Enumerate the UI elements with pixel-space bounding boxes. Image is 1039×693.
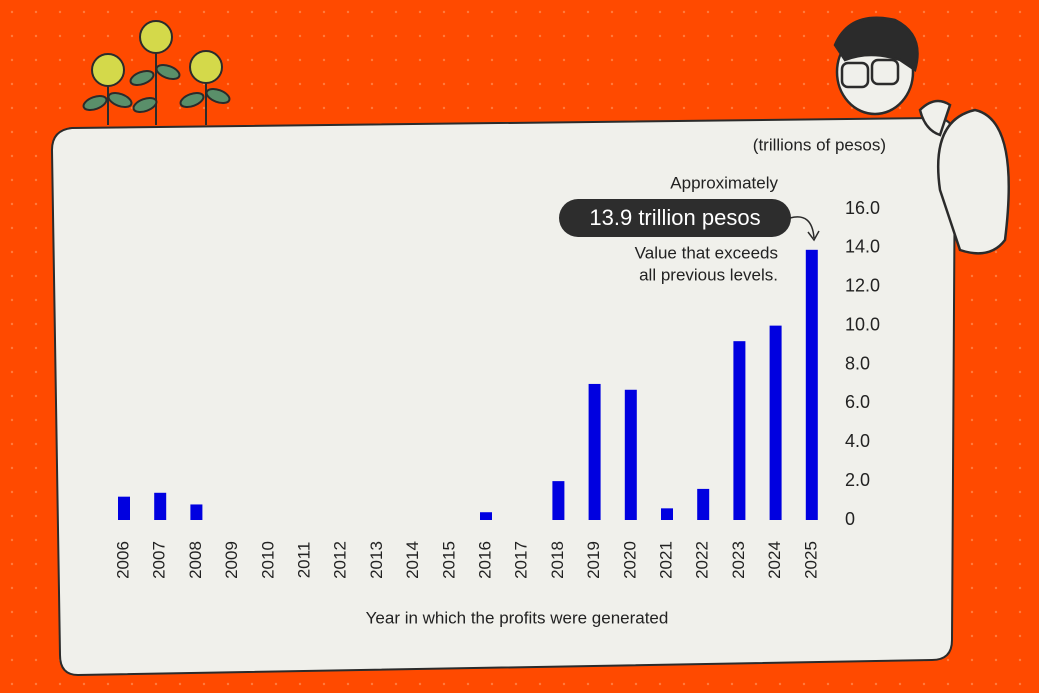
annotation-prefix: Approximately [670,173,778,192]
plants [82,20,231,125]
bar [190,504,203,520]
annotation-note: Value that exceeds [635,243,778,262]
x-tick-label: 2011 [294,542,313,579]
bar [154,492,167,520]
x-axis-title: Year in which the profits were generated [366,608,669,627]
x-tick-label: 2018 [548,541,567,579]
x-tick-label: 2013 [367,541,386,579]
x-tick-label: 2025 [801,541,820,579]
y-tick-label: 0 [845,509,855,529]
character [833,16,1010,255]
bar [769,325,782,520]
x-tick-label: 2012 [331,541,350,579]
annotation-arrowhead [807,230,820,242]
y-tick-label: 6.0 [845,392,870,412]
bar [588,383,601,520]
x-tick-label: 2009 [222,541,241,579]
unit-label: (trillions of pesos) [753,135,886,154]
y-tick-label: 8.0 [845,353,870,373]
x-tick-label: 2010 [258,541,277,579]
x-tick-label: 2017 [512,541,531,579]
x-tick-label: 2007 [150,541,169,579]
bar [552,481,565,520]
y-tick-label: 4.0 [845,431,870,451]
x-tick-label: 2024 [765,541,784,579]
y-tick-label: 12.0 [845,276,880,296]
bar [118,496,130,520]
x-tick-label: 2020 [620,541,639,579]
bar [805,249,818,520]
bar [733,341,746,520]
annotation-arrow [789,216,815,239]
y-tick-label: 10.0 [845,314,880,334]
x-tick-label: 2006 [113,541,132,579]
y-tick-label: 16.0 [845,198,880,218]
annotation-note: all previous levels. [639,265,778,284]
bar [697,488,710,520]
bar [661,508,673,520]
x-tick-label: 2014 [403,541,422,579]
x-tick-label: 2008 [186,541,205,579]
x-tick-label: 2015 [439,541,458,579]
y-tick-label: 2.0 [845,470,870,490]
bar [624,389,637,520]
y-tick-label: 14.0 [845,237,880,257]
annotation-pill [559,199,791,237]
x-tick-label: 2019 [584,541,603,579]
bar [480,512,492,520]
x-tick-label: 2022 [693,541,712,579]
card [50,116,957,677]
x-tick-label: 2023 [729,541,748,579]
x-tick-label: 2016 [475,541,494,579]
x-tick-label: 2021 [656,541,675,579]
annotation-highlight: 13.9 trillion pesos [589,205,760,230]
